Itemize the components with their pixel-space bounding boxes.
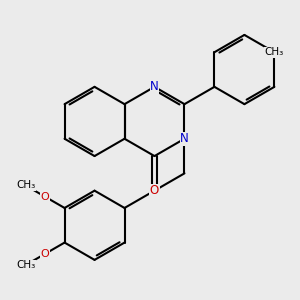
Text: CH₃: CH₃ [16, 181, 35, 190]
Text: CH₃: CH₃ [16, 260, 35, 270]
Text: CH₃: CH₃ [265, 47, 284, 57]
Text: N: N [150, 80, 159, 93]
Text: O: O [150, 184, 159, 197]
Text: O: O [41, 192, 50, 202]
Text: O: O [41, 249, 50, 259]
Text: N: N [180, 132, 189, 145]
